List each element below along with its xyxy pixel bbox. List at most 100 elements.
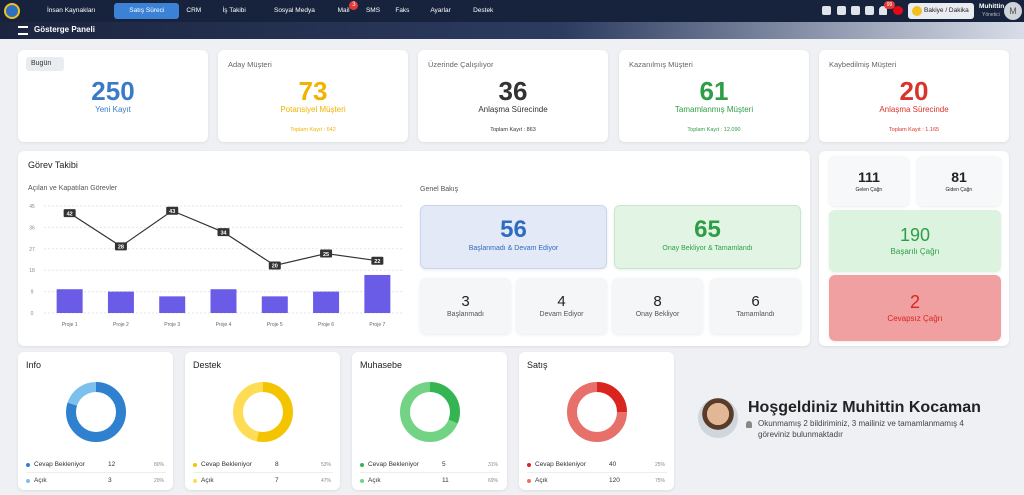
detail-value: 3 (461, 293, 470, 310)
top-nav (0, 0, 1024, 22)
nav-item[interactable]: Ayarlar (430, 7, 451, 14)
flag[interactable] (893, 6, 903, 15)
menu-icon[interactable] (18, 26, 28, 35)
stat-label: Anlaşma Sürecinde (478, 105, 548, 114)
legend-value: 3 (108, 477, 112, 484)
legend-label: Cevap Bekleniyor (368, 461, 419, 468)
legend-label: Açık (201, 477, 214, 484)
stat-card (819, 50, 1009, 142)
nav-icon[interactable] (822, 6, 831, 15)
legend-value: 5 (442, 461, 446, 468)
user-role: Yönetici (982, 12, 1000, 18)
mail-badge: 3 (349, 1, 359, 10)
logo (4, 3, 20, 19)
overview-title: Genel Bakış (420, 186, 459, 193)
legend-label: Açık (34, 477, 47, 484)
nav-item[interactable]: CRM (186, 7, 202, 14)
detail-label: Tamamlandı (736, 311, 775, 318)
nav-icon[interactable] (837, 6, 846, 15)
call-value: 190 (899, 225, 931, 245)
summary-label: Onay Bekliyor & Tamamlandı (662, 245, 753, 252)
legend-value: 7 (275, 477, 279, 484)
support-title: Destek (193, 360, 222, 370)
legend-dot (360, 479, 364, 483)
nav-item[interactable]: SMS (365, 7, 381, 14)
detail-value: 4 (557, 293, 566, 310)
stat-value: 73 (298, 76, 328, 106)
summary-tile (420, 205, 607, 269)
notification-icon[interactable] (879, 6, 887, 15)
legend-divider (26, 472, 166, 473)
legend-label: Cevap Bekleniyor (535, 461, 586, 468)
legend-dot (193, 479, 197, 483)
header-title: Gösterge Paneli (34, 25, 95, 34)
legend-value: 40 (609, 461, 617, 468)
nav-item[interactable]: Sosyal Medya (273, 7, 315, 14)
support-card (519, 352, 674, 490)
user-photo (698, 398, 738, 438)
legend-value: 11 (442, 477, 449, 484)
stat-title: Kazanılmış Müşteri (629, 60, 693, 69)
user-name: Muhittin (979, 3, 1005, 10)
legend-percent: 69% (488, 478, 499, 484)
support-title: Info (26, 360, 42, 370)
nav-item[interactable]: Mail (337, 7, 350, 14)
call-label: Gelen Çağrı (855, 187, 883, 193)
stat-total: Toplam Kayıt : 863 (490, 127, 536, 133)
support-card (352, 352, 507, 490)
call-value: 111 (858, 169, 880, 185)
period-dropdown[interactable]: Bugün (26, 57, 64, 71)
legend-label: Açık (368, 477, 381, 484)
call-value: 81 (951, 169, 967, 185)
nav-item[interactable]: İş Takibi (222, 7, 246, 14)
nav-item[interactable]: Satış Süreci (114, 3, 180, 19)
legend-label: Cevap Bekleniyor (201, 461, 252, 468)
detail-tile (612, 278, 703, 334)
detail-label: Devam Ediyor (539, 311, 584, 318)
legend-dot (193, 463, 197, 467)
stat-label: Tamamlanmış Müşteri (674, 105, 754, 114)
stat-value: 250 (91, 76, 135, 106)
legend-dot (26, 479, 30, 483)
bell-icon (746, 421, 752, 428)
support-title: Muhasebe (360, 360, 403, 370)
legend-value: 12 (108, 461, 116, 468)
call-label: Giden Çağrı (945, 187, 973, 193)
nav-item[interactable]: Destek (473, 7, 494, 14)
legend-percent: 20% (154, 478, 165, 484)
detail-label: Başlanmadı (447, 311, 484, 318)
stat-title: Kaybedilmiş Müşteri (829, 60, 897, 69)
stat-total: Toplam Kayıt : 642 (290, 127, 336, 133)
legend-percent: 31% (488, 462, 499, 468)
legend-dot (527, 479, 531, 483)
detail-value: 6 (751, 293, 760, 310)
stat-value: 36 (498, 76, 528, 106)
nav-item[interactable]: Faks (395, 7, 410, 14)
legend-label: Cevap Bekleniyor (34, 461, 85, 468)
legend-dot (26, 463, 30, 467)
tasks-title: Görev Takibi (28, 160, 78, 170)
detail-value: 8 (653, 293, 662, 310)
support-card (185, 352, 340, 490)
legend-value: 120 (609, 477, 620, 484)
stat-card (218, 50, 408, 142)
stat-card (619, 50, 809, 142)
legend-percent: 25% (655, 462, 666, 468)
summary-value: 56 (500, 216, 527, 243)
nav-item[interactable]: İnsan Kaynakları (46, 7, 96, 14)
balance-button[interactable]: Bakiye / Dakika (908, 3, 974, 19)
stat-total: Toplam Kayıt : 1.165 (888, 127, 940, 133)
avatar[interactable]: M (1004, 2, 1022, 20)
legend-divider (193, 472, 333, 473)
nav-icon[interactable] (851, 6, 860, 15)
call-label: Başarılı Çağrı (890, 247, 940, 256)
call-tile (917, 156, 1001, 206)
notification-badge: 99 (884, 1, 895, 9)
nav-icon[interactable] (865, 6, 874, 15)
legend-divider (527, 472, 667, 473)
legend-label: Açık (535, 477, 548, 484)
detail-tile (420, 278, 511, 334)
stat-label: Anlaşma Sürecinde (879, 105, 949, 114)
legend-percent: 53% (321, 462, 332, 468)
legend-percent: 47% (321, 478, 332, 484)
